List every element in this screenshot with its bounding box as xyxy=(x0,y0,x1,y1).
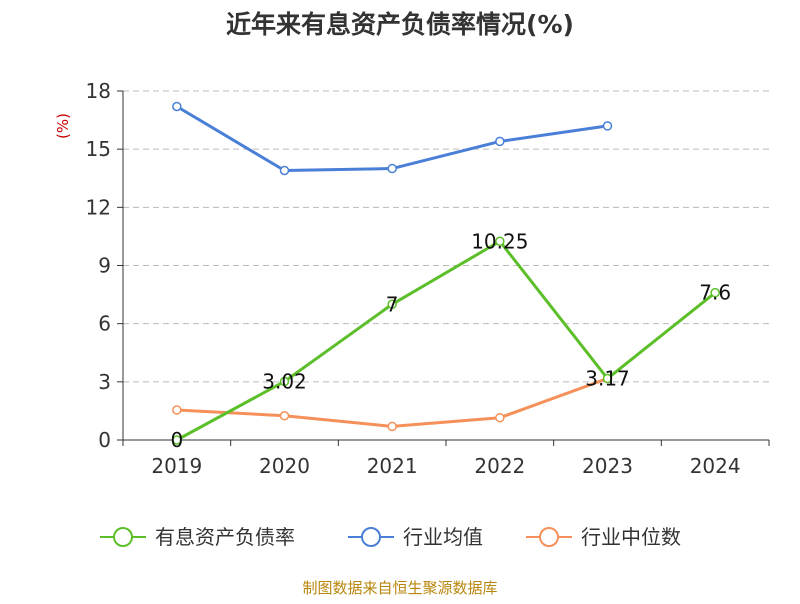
series-1 xyxy=(172,101,613,176)
data-label: 7.6 xyxy=(699,281,731,305)
data-point xyxy=(602,121,613,131)
legend-marker xyxy=(113,527,133,547)
legend-marker xyxy=(361,527,381,547)
data-labels: 0 3.02 7 10.25 3.17 7.6 xyxy=(170,229,731,452)
x-tick-label: 2020 xyxy=(259,454,310,478)
series-line xyxy=(176,239,717,442)
data-point xyxy=(172,405,182,415)
series-line xyxy=(176,105,608,172)
y-tick-label: 9 xyxy=(98,254,111,278)
series-2 xyxy=(172,373,613,432)
data-label: 10.25 xyxy=(471,229,528,253)
data-point xyxy=(172,435,182,445)
data-point xyxy=(279,165,290,176)
x-tick-label: 2021 xyxy=(367,454,418,478)
data-label: 0 xyxy=(170,428,183,452)
y-tick-label: 6 xyxy=(98,312,111,336)
data-point xyxy=(387,299,397,310)
x-tick-label: 2024 xyxy=(690,454,741,478)
series-lines xyxy=(172,101,720,445)
data-point xyxy=(495,136,505,147)
x-tick-label: 2019 xyxy=(151,454,202,478)
y-tick-label: 0 xyxy=(98,428,111,452)
axes: 0 3 6 9 12 15 18 2019 2020 2021 2022 2023 2024 xyxy=(86,79,770,478)
source-note: 制图数据来自恒生聚源数据库 xyxy=(302,579,497,597)
data-point xyxy=(495,412,505,423)
legend-item: 有息资产负债率 xyxy=(100,525,295,549)
data-point xyxy=(602,373,613,384)
grid-lines xyxy=(123,90,769,383)
data-point xyxy=(279,411,290,421)
legend-item: 行业中位数 xyxy=(526,525,681,549)
legend-item: 行业均值 xyxy=(348,525,483,549)
y-tick-label: 3 xyxy=(98,370,111,394)
data-point xyxy=(495,236,505,247)
x-tick-label: 2023 xyxy=(582,454,633,478)
y-axis-unit-label: (%) xyxy=(54,113,72,139)
legend-marker xyxy=(539,527,559,547)
legend-label: 行业均值 xyxy=(403,525,483,549)
data-point xyxy=(172,101,182,112)
data-label: 3.02 xyxy=(262,369,307,393)
series-0 xyxy=(172,236,720,445)
y-tick-label: 15 xyxy=(86,137,111,161)
y-tick-label: 18 xyxy=(86,79,111,103)
legend-label: 行业中位数 xyxy=(581,525,681,549)
data-label: 3.17 xyxy=(585,367,630,391)
data-point xyxy=(387,421,397,432)
y-tick-label: 12 xyxy=(86,195,111,219)
legend-label: 有息资产负债率 xyxy=(155,525,295,549)
legend: 有息资产负债率 行业均值 行业中位数 xyxy=(100,525,681,549)
data-label: 7 xyxy=(386,292,399,316)
series-line xyxy=(176,377,609,428)
data-point xyxy=(279,376,290,387)
x-tick-label: 2022 xyxy=(474,454,525,478)
chart-title: 近年来有息资产负债率情况(%) xyxy=(226,10,574,39)
data-point xyxy=(710,287,720,298)
data-point xyxy=(387,163,397,174)
